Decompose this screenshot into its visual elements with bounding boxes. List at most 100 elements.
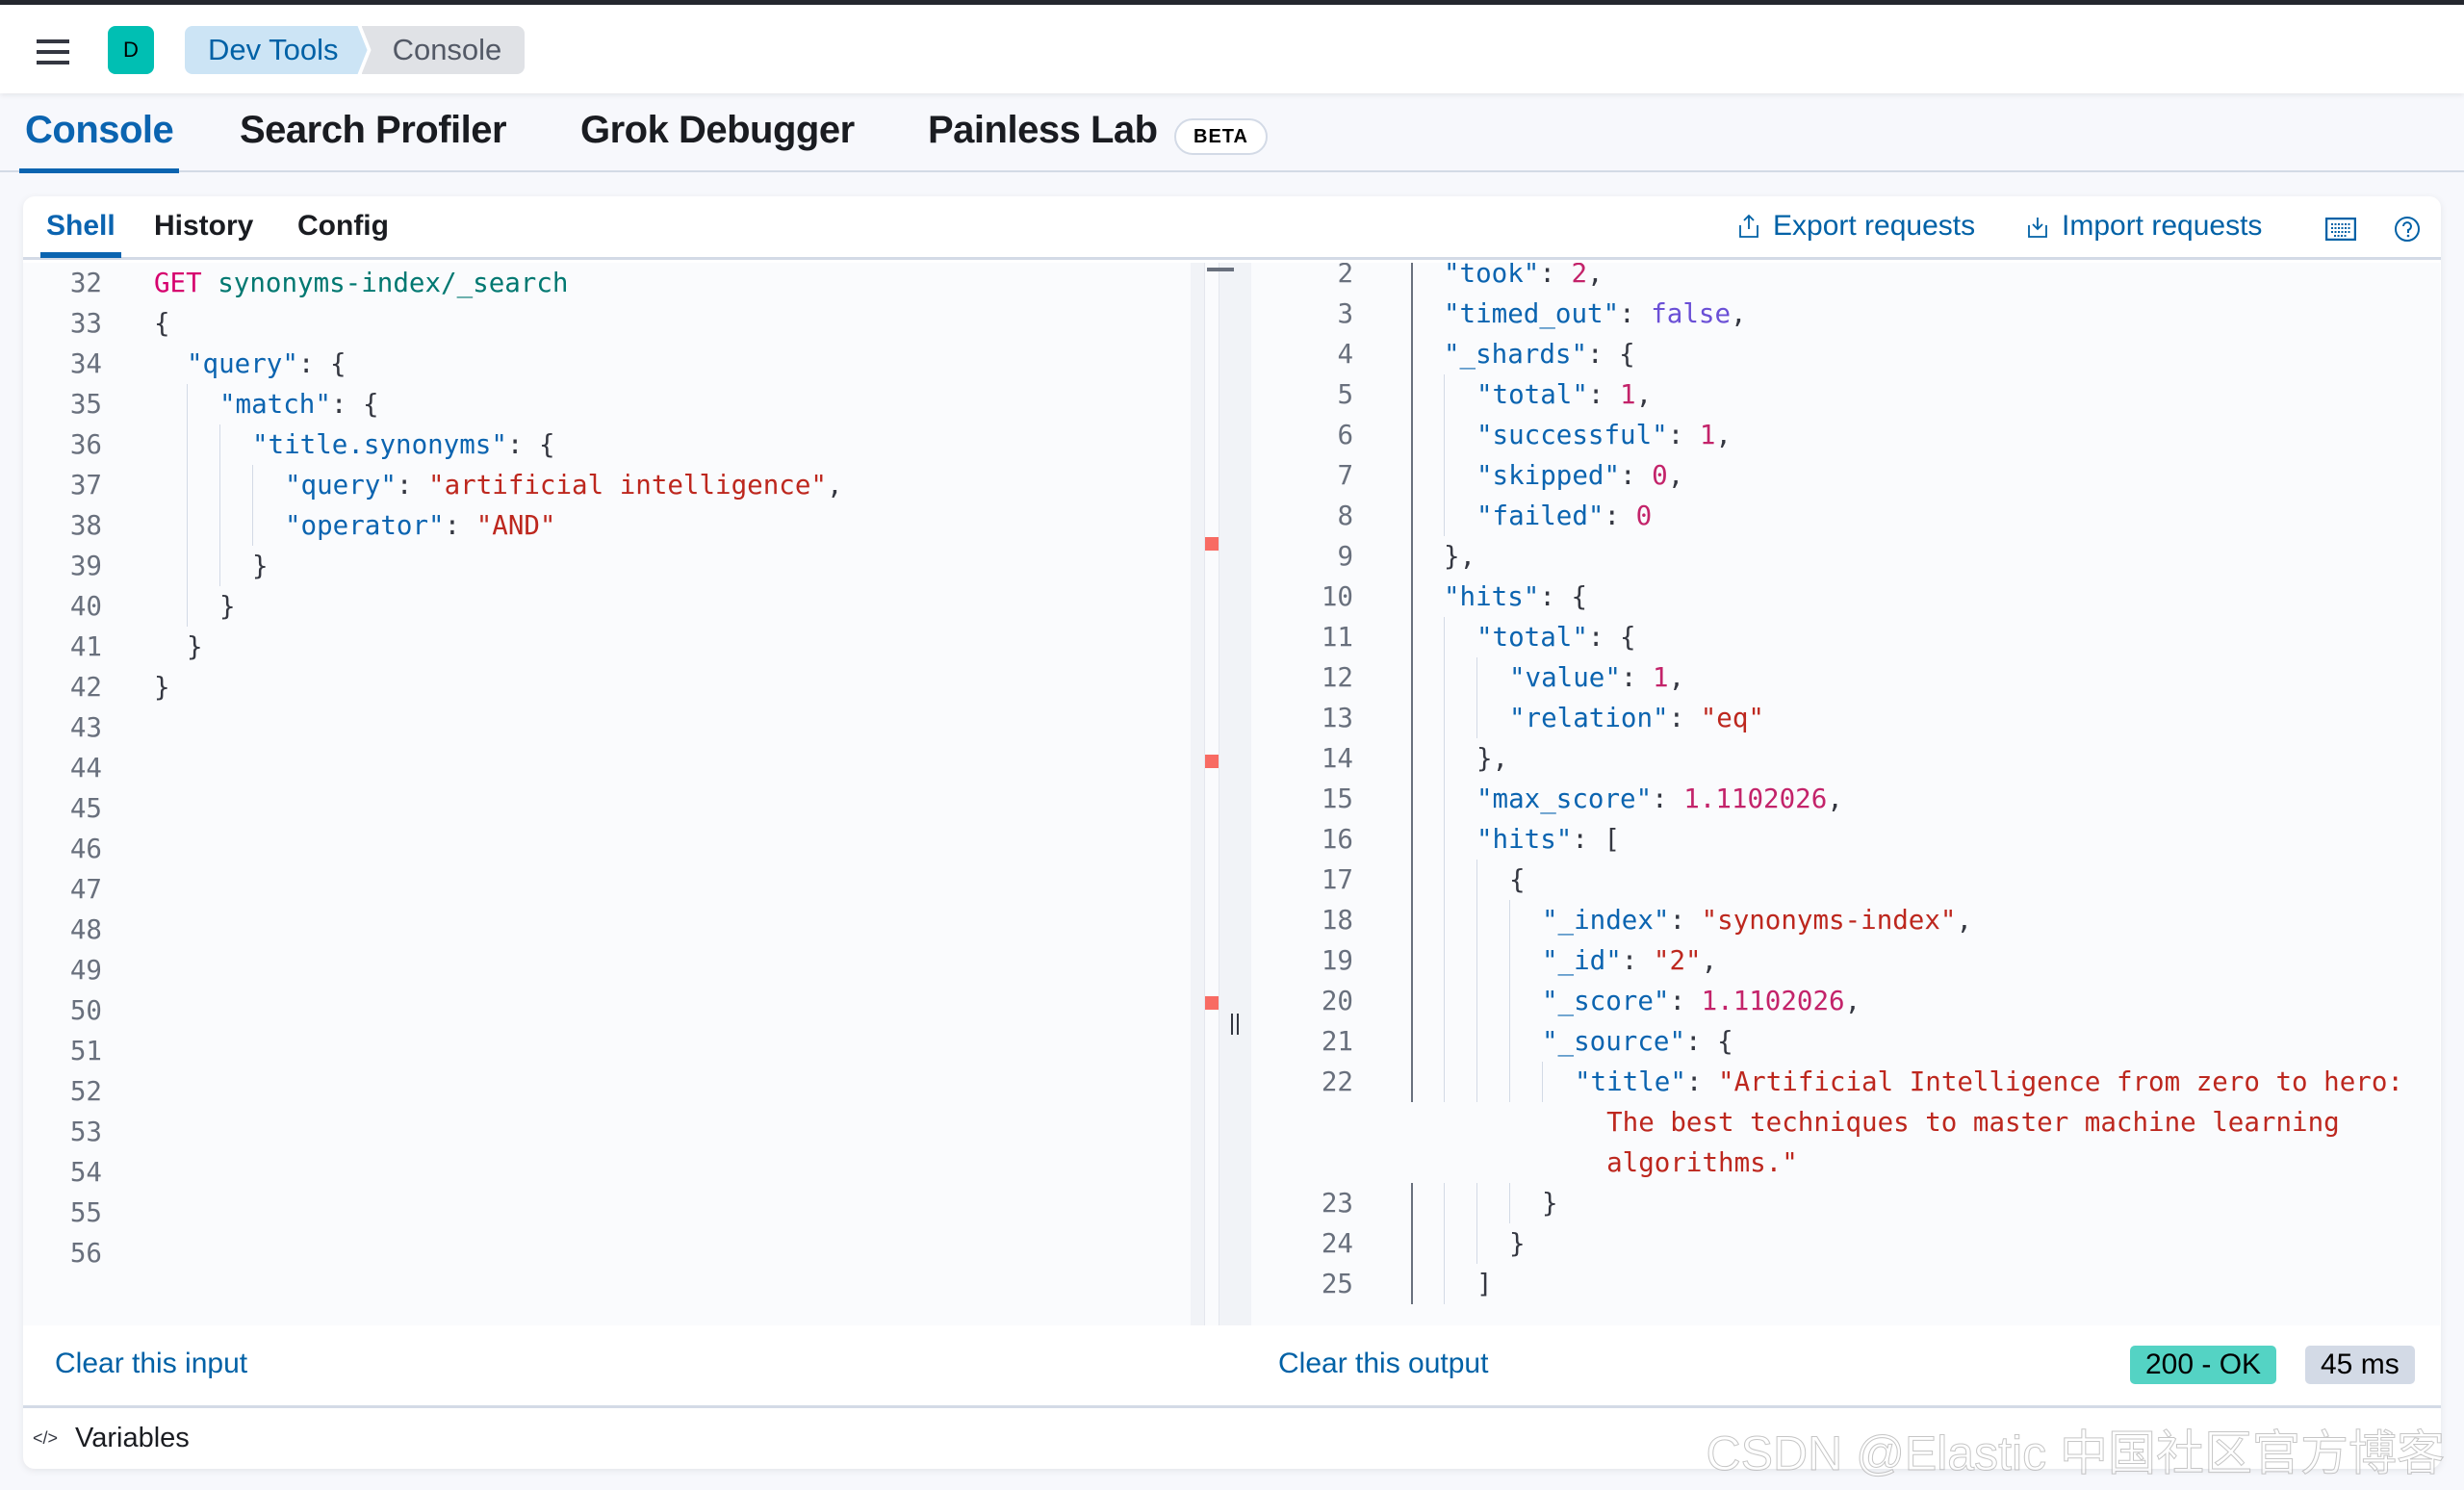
line-number: 20: [1321, 986, 1353, 1016]
scroll-position-marker: [1207, 268, 1234, 271]
line-number: 15: [1321, 784, 1353, 814]
clear-output-button[interactable]: Clear this output: [1278, 1348, 1489, 1379]
indent-guide: [252, 465, 285, 505]
response-output[interactable]: 2 "took": 2, 3 "timed_out": false, 4 "_shards…: [1251, 263, 2440, 1325]
line-number: 48: [69, 914, 102, 945]
tab-shell[interactable]: Shell: [40, 210, 121, 258]
error-marker[interactable]: [1205, 755, 1219, 768]
indent-guide: [1411, 1021, 1444, 1062]
code-token: :: [444, 510, 476, 541]
help-icon[interactable]: [2394, 216, 2421, 243]
error-marker[interactable]: [1205, 537, 1219, 551]
indent-guide: [1509, 1021, 1542, 1062]
code-token: :: [1587, 379, 1621, 410]
code-line: 49: [23, 950, 1191, 990]
code-token: :: [1604, 501, 1636, 531]
indent-guide: [154, 627, 187, 667]
code-token: "operator": [285, 510, 445, 541]
indent-guide: [1411, 415, 1444, 455]
indent-guide: [1411, 1183, 1444, 1223]
indent-guide: [1411, 1223, 1444, 1264]
breadcrumb-dev-tools[interactable]: Dev Tools: [185, 26, 368, 74]
code-token: "total": [1476, 379, 1588, 410]
keyboard-icon[interactable]: [2325, 218, 2356, 241]
tab-painless-lab[interactable]: Painless Lab: [928, 109, 1158, 151]
tab-grok-debugger[interactable]: Grok Debugger: [580, 109, 855, 151]
import-requests-button[interactable]: Import requests: [2027, 210, 2262, 243]
line-number: 41: [69, 631, 102, 662]
indent-guide: [219, 424, 252, 465]
indent-guide: [154, 344, 187, 384]
code-line: 13 "relation": "eq": [1251, 698, 2440, 738]
code-line: 24}: [1251, 1223, 2440, 1264]
tab-config[interactable]: Config: [297, 210, 389, 242]
indent-guide: [1444, 1264, 1476, 1304]
variables-toggle[interactable]: </> Variables: [23, 1405, 2441, 1469]
line-number: 42: [69, 672, 102, 703]
indent-guide: [154, 546, 187, 586]
code-token: "_index": [1542, 905, 1670, 936]
code-line: 21 "_source": {: [1251, 1021, 2440, 1062]
console-panel: Shell History Config Export requests Imp…: [23, 196, 2441, 1469]
line-number: 45: [69, 793, 102, 824]
indent-guide: [1509, 981, 1542, 1021]
tab-history[interactable]: History: [154, 210, 254, 242]
indent-guide: [1444, 415, 1476, 455]
code-line: 42}: [23, 667, 1191, 707]
line-number: 51: [69, 1036, 102, 1066]
indent-guide: [1444, 1223, 1476, 1264]
indent-guide: [1542, 1062, 1575, 1102]
code-token: : {: [297, 348, 346, 379]
line-number: 24: [1321, 1228, 1353, 1259]
indent-guide: [1411, 294, 1444, 334]
space-avatar[interactable]: D: [108, 26, 154, 74]
code-token: "value": [1509, 662, 1621, 693]
import-icon: [2028, 218, 2047, 238]
line-number: 33: [69, 308, 102, 339]
line-number: 35: [69, 389, 102, 420]
indent-guide: [1411, 657, 1444, 698]
tab-search-profiler[interactable]: Search Profiler: [240, 109, 507, 151]
code-token: :: [1621, 945, 1654, 976]
code-token: 1.1102026: [1701, 986, 1845, 1016]
indent-guide: [1509, 940, 1542, 981]
code-icon: </>: [33, 1428, 59, 1448]
pane-divider: [1191, 263, 1251, 1325]
hamburger-icon[interactable]: [37, 39, 69, 64]
line-number: 13: [1321, 703, 1353, 733]
request-editor[interactable]: 3132GET synonyms-index/_search33{34"quer…: [23, 263, 1191, 1325]
line-number: 40: [69, 591, 102, 622]
code-token: ,: [1635, 379, 1653, 410]
code-token: "title.synonyms": [252, 429, 507, 460]
line-number: 17: [1321, 864, 1353, 895]
export-icon: [1739, 214, 1758, 238]
code-line: 56: [23, 1233, 1191, 1273]
error-marker[interactable]: [1205, 996, 1219, 1010]
indent-guide: [187, 546, 219, 586]
line-number: 36: [69, 429, 102, 460]
code-token: "_source": [1542, 1026, 1686, 1057]
tab-console[interactable]: Console: [18, 109, 180, 173]
code-line: 12 "value": 1,: [1251, 657, 2440, 698]
line-number: 34: [69, 348, 102, 379]
code-token: ,: [1844, 986, 1861, 1016]
line-number: 8: [1337, 501, 1353, 531]
editor-scrollbar[interactable]: [1204, 263, 1234, 1325]
indent-guide: [1444, 374, 1476, 415]
indent-guide: [154, 465, 187, 505]
line-number: 22: [1321, 1066, 1353, 1097]
indent-guide: [1476, 940, 1509, 981]
code-token: },: [1444, 541, 1476, 572]
code-token: },: [1476, 743, 1509, 774]
window-top-bar: [0, 0, 2464, 5]
code-token: :: [1619, 298, 1652, 329]
code-line: 19 "_id": "2",: [1251, 940, 2440, 981]
code-token: :: [1685, 1066, 1719, 1097]
indent-guide: [1411, 981, 1444, 1021]
export-requests-button[interactable]: Export requests: [1738, 210, 1975, 243]
indent-guide: [1411, 1062, 1444, 1102]
indent-guide: [1411, 698, 1444, 738]
code-token: {: [154, 308, 170, 339]
clear-input-button[interactable]: Clear this input: [55, 1348, 248, 1379]
resize-handle[interactable]: [1231, 1014, 1239, 1035]
